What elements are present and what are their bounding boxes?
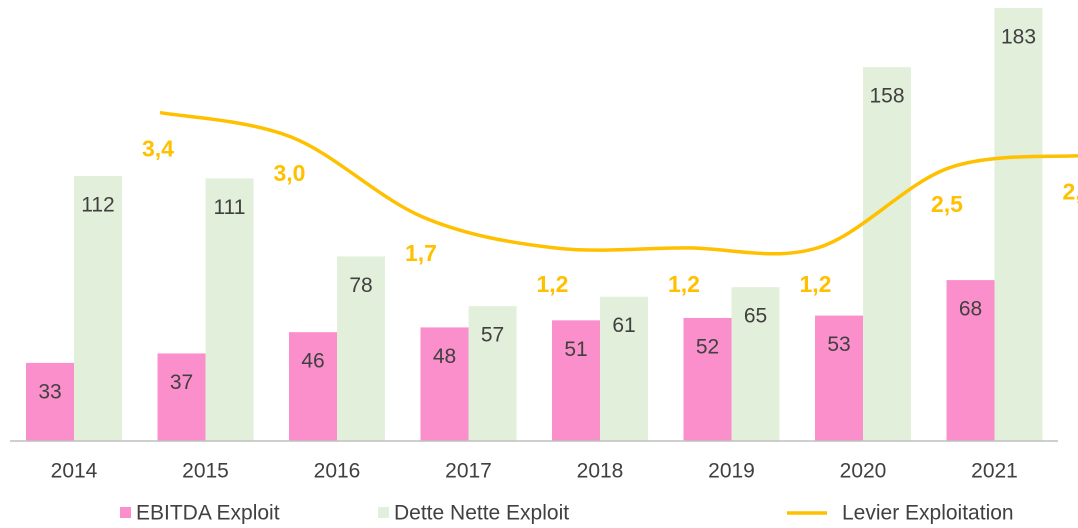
data-label: 46 xyxy=(301,350,324,373)
legend-label: Dette Nette Exploit xyxy=(394,502,569,525)
bar xyxy=(815,315,863,441)
data-label: 183 xyxy=(1001,26,1036,49)
legend-swatch xyxy=(378,507,389,518)
data-label: 51 xyxy=(564,338,587,361)
data-label: 1,2 xyxy=(668,271,700,297)
x-tick-label: 2017 xyxy=(445,460,492,483)
data-label: 2,5 xyxy=(931,191,963,217)
data-label: 33 xyxy=(38,380,61,403)
data-label: 158 xyxy=(869,85,904,108)
bar xyxy=(683,317,732,441)
x-tick-label: 2019 xyxy=(708,460,755,483)
bar xyxy=(26,362,74,441)
bar xyxy=(600,296,648,441)
data-label: 111 xyxy=(214,196,246,219)
data-label: 1,2 xyxy=(800,271,832,297)
bar xyxy=(205,178,254,441)
x-tick-label: 2016 xyxy=(314,460,361,483)
bar xyxy=(74,175,122,441)
legend-label: Levier Exploitation xyxy=(842,502,1014,525)
legend-label: EBITDA Exploit xyxy=(136,502,280,525)
data-label: 57 xyxy=(481,324,504,347)
data-label: 65 xyxy=(744,305,767,328)
legend-swatch xyxy=(120,507,131,518)
data-label: 61 xyxy=(612,314,635,337)
data-label: 52 xyxy=(696,336,719,359)
data-label: 3,4 xyxy=(142,136,174,162)
x-tick-label: 2020 xyxy=(840,460,887,483)
bar xyxy=(863,67,911,441)
data-label: 53 xyxy=(827,333,850,356)
bar xyxy=(289,332,337,441)
bar xyxy=(420,327,469,441)
data-label: 2,7 xyxy=(1063,179,1078,205)
bar xyxy=(468,306,517,441)
x-tick-label: 2021 xyxy=(971,460,1018,483)
bar xyxy=(994,8,1043,441)
bar xyxy=(731,287,780,441)
bar xyxy=(946,280,995,441)
bar xyxy=(157,353,206,441)
x-tick-label: 2014 xyxy=(51,460,98,483)
x-tick-label: 2018 xyxy=(577,460,624,483)
data-label: 3,0 xyxy=(274,160,306,186)
data-label: 112 xyxy=(81,194,114,217)
data-label: 78 xyxy=(349,274,372,297)
data-label: 1,2 xyxy=(537,271,569,297)
data-label: 48 xyxy=(433,345,456,368)
data-label: 1,7 xyxy=(405,240,437,266)
bar xyxy=(337,256,385,441)
data-label: 37 xyxy=(170,371,193,394)
x-tick-label: 2015 xyxy=(182,460,229,483)
data-label: 68 xyxy=(959,298,982,321)
line xyxy=(159,110,1078,256)
bar xyxy=(552,320,600,441)
